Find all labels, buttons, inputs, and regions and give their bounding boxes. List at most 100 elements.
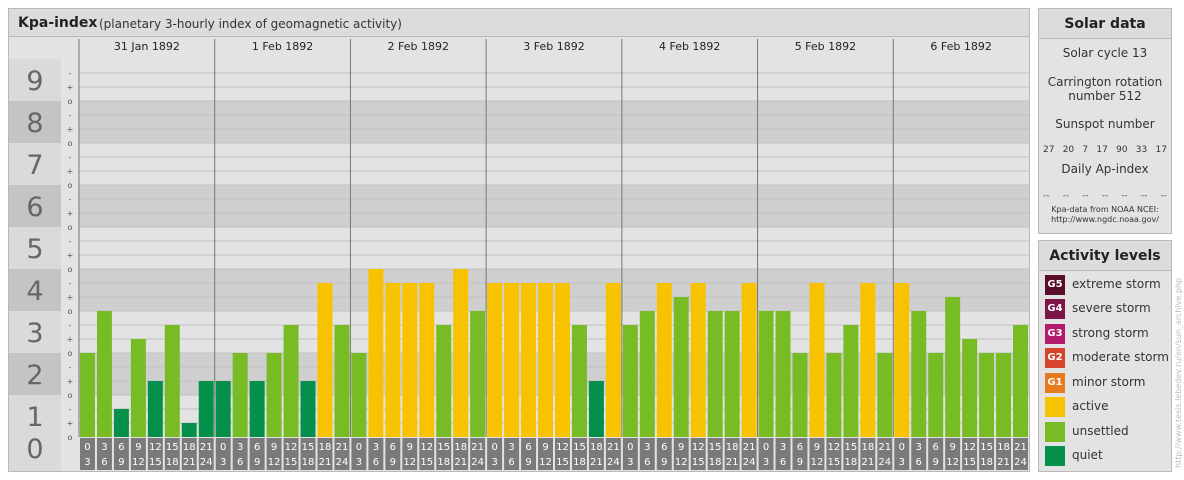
- interval-start-label: 6: [661, 442, 667, 453]
- kp-band: [79, 311, 1029, 353]
- day-label: 1 Feb 1892: [252, 40, 313, 53]
- time-interval-box: [368, 438, 384, 470]
- carrington-rotation-number: number 512: [1068, 89, 1142, 103]
- time-interval-box: [351, 438, 367, 470]
- kp-bar: [130, 339, 146, 437]
- interval-start-label: 18: [997, 442, 1010, 453]
- interval-end-label: 21: [997, 457, 1010, 468]
- y-tick-label: 2: [26, 360, 43, 391]
- kpa-chart: o+-o+-o+-o+-o+-o+-o+-o+-o+-012345678931 …: [9, 39, 1029, 471]
- time-interval-box: [945, 438, 961, 470]
- interval-end-label: 21: [454, 457, 467, 468]
- sub-tick-label: o: [68, 307, 73, 316]
- y-tick-label: 5: [26, 234, 43, 265]
- sub-tick-label: +: [67, 167, 74, 176]
- interval-end-label: 18: [166, 457, 179, 468]
- interval-end-label: 24: [471, 457, 484, 468]
- kp-bar: [538, 282, 553, 437]
- time-interval-box: [283, 438, 299, 470]
- kp-label-band: [9, 227, 61, 269]
- kp-band: [79, 227, 1029, 269]
- interval-end-label: 3: [84, 457, 90, 468]
- ap-value: --: [1121, 191, 1128, 201]
- time-interval-box: [147, 438, 163, 470]
- day-label: 6 Feb 1892: [930, 40, 991, 53]
- legend-label: quiet: [1072, 448, 1103, 462]
- interval-end-label: 6: [373, 457, 379, 468]
- sunspot-number-title: Sunspot number: [1055, 117, 1155, 131]
- sub-tick-label: o: [68, 97, 73, 106]
- interval-start-label: 15: [302, 442, 315, 453]
- kp-bar: [911, 311, 927, 437]
- sub-tick-label: o: [68, 181, 73, 190]
- interval-end-label: 9: [661, 457, 667, 468]
- sunspot-value: 90: [1116, 145, 1128, 155]
- time-interval-box: [843, 438, 859, 470]
- sub-tick-label: o: [68, 139, 73, 148]
- kp-bar: [894, 282, 910, 437]
- sub-tick-label: +: [67, 209, 74, 218]
- kp-bar: [656, 282, 672, 437]
- kp-label-band: [9, 101, 61, 143]
- interval-start-label: 0: [356, 442, 362, 453]
- interval-start-label: 12: [963, 442, 976, 453]
- time-interval-box: [504, 438, 520, 470]
- interval-end-label: 24: [200, 457, 213, 468]
- interval-start-label: 3: [916, 442, 922, 453]
- sub-tick-label: -: [69, 237, 72, 246]
- ap-value: --: [1140, 191, 1148, 201]
- interval-start-label: 12: [149, 442, 162, 453]
- time-interval-box: [979, 438, 995, 470]
- kp-bar: [605, 282, 621, 437]
- sub-tick-label: -: [69, 153, 72, 162]
- time-interval-box: [962, 438, 978, 470]
- kp-bar: [215, 381, 231, 437]
- time-interval-box: [300, 438, 316, 470]
- time-interval-box: [198, 438, 214, 470]
- sub-tick-label: o: [68, 391, 73, 400]
- time-interval-box: [538, 438, 553, 470]
- kp-bar: [690, 282, 706, 437]
- interval-end-label: 6: [508, 457, 514, 468]
- kp-bar: [385, 282, 401, 437]
- sub-tick-label: o: [68, 349, 73, 358]
- interval-end-label: 3: [491, 457, 497, 468]
- interval-start-label: 21: [336, 442, 349, 453]
- kpa-index-panel: Kpa-index (planetary 3-hourly index of g…: [8, 8, 1030, 472]
- interval-start-label: 9: [542, 442, 548, 453]
- interval-start-label: 0: [491, 442, 497, 453]
- kp-bar: [300, 381, 316, 437]
- active-swatch: [1045, 397, 1065, 417]
- interval-end-label: 24: [336, 457, 349, 468]
- time-interval-box: [928, 438, 944, 470]
- legend-label: severe storm: [1072, 301, 1151, 315]
- interval-start-label: 6: [933, 442, 939, 453]
- interval-end-label: 18: [302, 457, 315, 468]
- interval-end-label: 21: [861, 457, 874, 468]
- kp-bar: [809, 282, 825, 437]
- kp-bar: [96, 311, 112, 437]
- kp-bar: [826, 353, 842, 437]
- interval-end-label: 18: [709, 457, 722, 468]
- interval-start-label: 3: [780, 442, 786, 453]
- interval-end-label: 24: [607, 457, 620, 468]
- kp-bar: [792, 353, 808, 437]
- time-interval-box: [130, 438, 146, 470]
- kp-bar: [622, 324, 638, 437]
- interval-end-label: 21: [183, 457, 196, 468]
- day-label: 31 Jan 1892: [114, 40, 180, 53]
- y-tick-label: 3: [26, 318, 43, 349]
- interval-end-label: 15: [692, 457, 705, 468]
- kp-bar: [198, 381, 214, 437]
- interval-end-label: 18: [845, 457, 858, 468]
- interval-end-label: 21: [726, 457, 739, 468]
- sub-tick-label: -: [69, 405, 72, 414]
- time-interval-box: [487, 438, 503, 470]
- kp-bar: [232, 353, 248, 437]
- interval-start-label: 15: [166, 442, 179, 453]
- kp-bar: [164, 324, 180, 437]
- interval-end-label: 21: [319, 457, 332, 468]
- interval-end-label: 18: [980, 457, 993, 468]
- data-source-label: Kpa-data from NOAA NCEI:: [1051, 205, 1159, 214]
- legend-label: active: [1072, 399, 1109, 413]
